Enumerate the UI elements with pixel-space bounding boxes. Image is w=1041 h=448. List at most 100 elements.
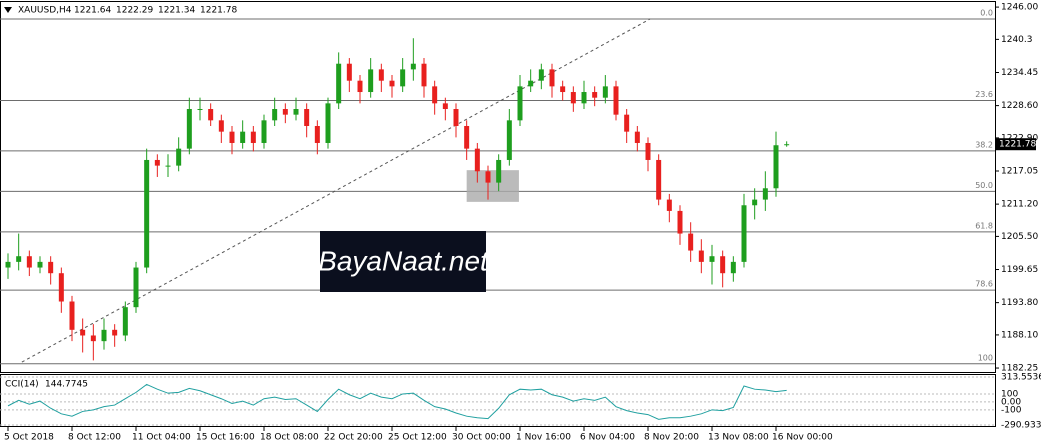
candle-body: [592, 92, 598, 98]
candle-body: [368, 69, 374, 93]
candle-body: [656, 159, 662, 200]
candle-body: [250, 131, 256, 143]
indicator-tick-label: 0.00: [1001, 397, 1021, 407]
candle-body: [58, 273, 64, 302]
indicator-title: CCI(14): [5, 380, 39, 390]
indicator-value: 144.7745: [45, 380, 88, 390]
y-tick-label: 1234.45: [1001, 68, 1038, 78]
candle-body: [634, 131, 640, 143]
candle-body: [229, 131, 235, 143]
x-tick-label: 8 Oct 12:00: [68, 433, 121, 443]
candle-body: [730, 261, 736, 274]
price-label-box: [996, 138, 1036, 151]
candle-body: [762, 188, 768, 200]
symbol-title: XAUUSD,H4: [18, 6, 72, 16]
candle-body: [645, 142, 651, 160]
candle-body: [261, 120, 267, 143]
candle-body: [208, 109, 214, 121]
candle-body: [389, 80, 395, 87]
watermark-box: [320, 231, 486, 292]
candle-body: [314, 125, 320, 143]
candle-body: [410, 63, 416, 70]
candle-body: [112, 329, 118, 336]
x-tick-label: 22 Oct 20:00: [324, 433, 383, 443]
candle-body: [80, 329, 86, 336]
candle-body: [773, 145, 779, 189]
candle-body: [218, 120, 224, 132]
candle-body: [581, 92, 587, 104]
price-label: 1221.78: [999, 140, 1036, 150]
fib-label: 50.0: [975, 181, 993, 190]
x-tick-label: 6 Nov 04:00: [580, 433, 635, 443]
x-tick-label: 16 Nov 00:00: [772, 433, 833, 443]
y-tick-label: 1188.10: [1001, 330, 1038, 340]
candle-body: [378, 69, 384, 81]
zone: [466, 170, 519, 202]
candle-body: [677, 210, 683, 234]
candle-body: [485, 171, 491, 183]
candle-body: [293, 109, 299, 115]
candle-body: [336, 63, 342, 104]
candle-body: [133, 267, 139, 308]
x-tick-label: 13 Nov 08:00: [708, 433, 769, 443]
watermark: BayaNaat.net: [318, 245, 489, 276]
candle-body: [5, 261, 11, 268]
fib-label: 38.2: [975, 140, 993, 149]
candle-body: [709, 256, 715, 262]
candle-body: [698, 250, 704, 262]
candle-body: [506, 120, 512, 160]
candle-body: [122, 307, 128, 336]
candle-body: [144, 159, 150, 268]
fib-label: 0.0: [980, 8, 993, 17]
candle-body: [624, 114, 630, 132]
candle-body: [304, 109, 310, 126]
y-tick-label: 1193.80: [1001, 298, 1038, 308]
x-tick-label: 15 Oct 16:00: [196, 433, 255, 443]
x-tick-label: 25 Oct 12:00: [388, 433, 447, 443]
candle-body: [570, 92, 576, 104]
candle-body: [464, 125, 470, 149]
candle-body: [154, 159, 160, 166]
candle-body: [720, 256, 726, 274]
indicator-line: [7, 383, 787, 420]
candle-body: [90, 335, 96, 342]
x-tick-label: 18 Oct 08:00: [260, 433, 319, 443]
candle-body: [752, 199, 758, 206]
candle-body: [784, 144, 790, 146]
indicator-tick-label: 313.5536: [1001, 373, 1041, 383]
y-tick-label: 1228.60: [1001, 101, 1038, 111]
y-tick-label: 1182.25: [1001, 364, 1038, 374]
fib-label: 23.6: [975, 90, 993, 99]
candle-body: [346, 63, 352, 81]
candle-body: [282, 109, 288, 115]
candle-body: [400, 69, 406, 87]
candle-body: [272, 109, 278, 121]
y-tick-label: 1217.05: [1001, 167, 1038, 177]
candle-body: [474, 148, 480, 172]
candle-body: [560, 86, 566, 93]
candle-body: [613, 86, 619, 115]
candle-body: [666, 199, 672, 211]
y-tick-label: 1205.50: [1001, 232, 1038, 242]
fib-label: 100: [978, 353, 993, 362]
candle-body: [325, 103, 331, 143]
x-tick-label: 8 Nov 20:00: [644, 433, 699, 443]
x-tick-label: 1 Nov 16:00: [516, 433, 571, 443]
main-panel-frame: [0, 1, 996, 373]
candle-body: [538, 69, 544, 81]
candle-body: [741, 205, 747, 262]
fib-label: 78.6: [975, 280, 993, 289]
y-tick-label: 1211.20: [1001, 200, 1038, 210]
x-tick-label: 11 Oct 04:00: [132, 433, 191, 443]
symbol-icon: [4, 7, 12, 13]
candle-body: [69, 301, 75, 330]
indicator-tick-label: 100: [1001, 389, 1018, 399]
trendline: [21, 18, 651, 363]
candle-body: [197, 109, 203, 111]
fib-label: 61.8: [975, 221, 993, 230]
indicator-tick-label: -290.933: [1001, 421, 1041, 431]
y-tick-label: 1240.3: [1001, 35, 1033, 45]
x-tick-label: 5 Oct 2018: [4, 433, 54, 443]
candle-body: [688, 233, 694, 251]
